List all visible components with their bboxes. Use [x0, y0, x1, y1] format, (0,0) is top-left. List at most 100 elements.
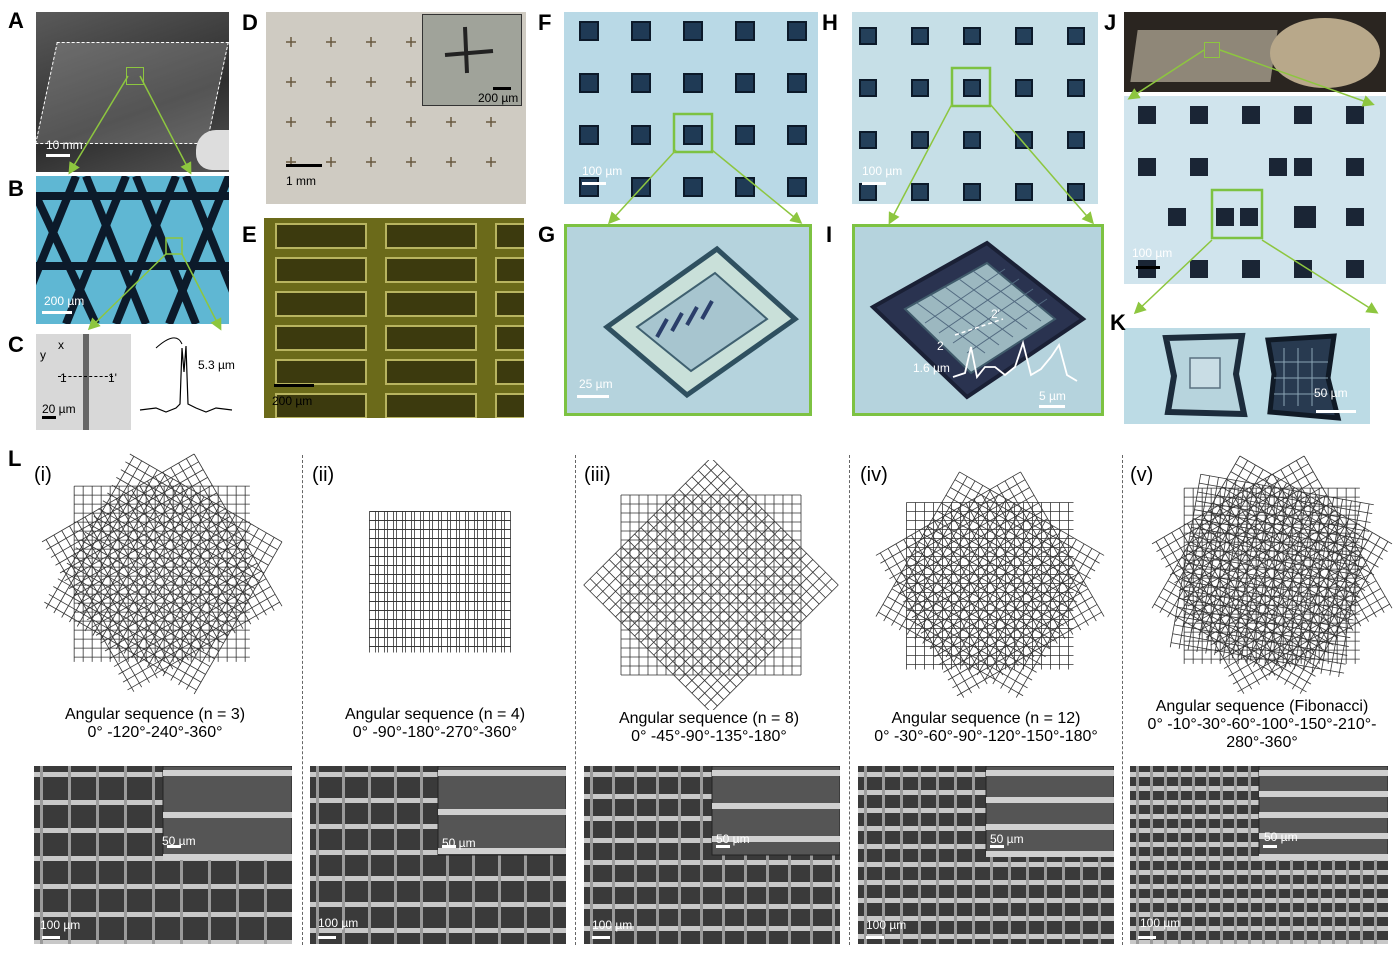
caption-v-line3: 280°-360°	[1226, 734, 1298, 751]
label-a: A	[8, 8, 24, 33]
sem-iv	[858, 766, 1114, 944]
scale-bar-d-inset: 200 µm	[478, 91, 519, 105]
scale-bar-e: 200 µm	[272, 394, 313, 408]
label-d: D	[242, 10, 258, 35]
squares-k	[1162, 332, 1342, 421]
scale-bar-liv-inset: 50 µm	[990, 832, 1024, 846]
label-j: J	[1104, 10, 1117, 35]
roman-iii: (iii)	[584, 464, 611, 486]
lattice-i	[41, 453, 283, 695]
zoom-box-j	[1204, 42, 1220, 58]
mark-2p: 2'	[991, 307, 1000, 321]
axis-y: y	[40, 348, 46, 362]
caption-ii-line2: 0° -90°-180°-270°-360°	[352, 724, 518, 741]
panel-b-micrograph: 200 µm	[36, 176, 229, 324]
label-k: K	[1110, 310, 1126, 335]
scale-bar-h: 100 µm	[862, 164, 903, 178]
glove	[196, 130, 229, 170]
label-h: H	[822, 10, 838, 35]
grid-e	[275, 223, 524, 418]
sem-v	[1130, 766, 1388, 944]
scale-bar-d: 1 mm	[286, 174, 316, 188]
caption-i-line1: Angular sequence (n = 3)	[64, 706, 246, 723]
diamond-i	[869, 240, 1087, 400]
roman-v: (v)	[1130, 464, 1154, 486]
scale-bar-c: 20 µm	[42, 402, 76, 416]
caption-ii-line1: Angular sequence (n = 4)	[344, 706, 526, 723]
panel-a-photo: 10 mm	[36, 12, 229, 172]
caption-v-line2: 0° -10°-30°-60°-100°-150°-210°-	[1147, 716, 1377, 733]
mark-1: 1	[60, 371, 67, 385]
sem-iii	[584, 766, 840, 944]
mark-2: 2	[937, 339, 944, 353]
scale-bar-lii: 100 µm	[318, 916, 359, 930]
scale-bar-g: 25 µm	[579, 377, 613, 391]
scale-bar-b: 200 µm	[44, 294, 85, 308]
divider-2	[575, 455, 576, 945]
scale-bar-f: 100 µm	[582, 164, 623, 178]
scale-bar-j: 100 µm	[1132, 246, 1173, 260]
label-g: G	[538, 222, 556, 247]
fiber-image: x y 1 1' 20 µm	[36, 334, 131, 430]
lattice-b	[36, 176, 229, 324]
panel-j-micrograph: 100 µm	[1124, 96, 1386, 284]
label-f: F	[538, 10, 552, 35]
caption-iii-line2: 0° -45°-90°-135°-180°	[631, 728, 787, 745]
cross-pattern-d	[286, 37, 496, 167]
label-l: L	[8, 446, 22, 471]
caption-i-line2: 0° -120°-240°-360°	[87, 724, 223, 741]
sem-i	[34, 766, 292, 944]
caption-iv-line2: 0° -30°-60°-90°-120°-150°-180°	[874, 728, 1098, 745]
coin-j	[1270, 18, 1380, 88]
scale-bar-li: 100 µm	[40, 918, 81, 932]
panel-j-photo	[1124, 12, 1386, 92]
divider-4	[1122, 455, 1123, 945]
label-c: C	[8, 332, 24, 357]
panel-e-micrograph: 200 µm	[264, 218, 524, 418]
width-i: 1.6 µm	[913, 361, 950, 375]
label-i: I	[826, 222, 833, 247]
diamond-g	[602, 245, 800, 399]
lattice-ii	[369, 511, 511, 653]
sem-ii	[310, 766, 566, 944]
caption-v: Angular sequence (Fibonacci) 0° -10°-30°…	[1132, 698, 1392, 752]
panel-h-micrograph: 100 µm	[852, 12, 1098, 204]
divider-1	[302, 455, 303, 945]
lattice-iv	[875, 471, 1105, 698]
caption-iv-line1: Angular sequence (n = 12)	[891, 710, 1081, 727]
inset-d: 200 µm	[422, 14, 522, 106]
scale-bar-liii-inset: 50 µm	[716, 832, 750, 846]
squares-j	[1138, 106, 1364, 278]
label-e: E	[242, 222, 257, 247]
caption-v-line1: Angular sequence (Fibonacci)	[1155, 698, 1369, 715]
caption-iii-line1: Angular sequence (n = 8)	[618, 710, 800, 727]
caption-i: Angular sequence (n = 3) 0° -120°-240°-3…	[30, 706, 280, 742]
scale-bar-i: 5 µm	[1039, 389, 1066, 403]
scale-bar-k: 50 µm	[1314, 386, 1348, 400]
scale-bar-liii: 100 µm	[592, 918, 633, 932]
roman-i: (i)	[34, 464, 52, 486]
lattice-iii	[583, 460, 839, 710]
lattice-v	[1151, 455, 1393, 694]
label-b: B	[8, 176, 24, 201]
panel-g-micrograph: 25 µm	[564, 224, 812, 416]
roman-iv: (iv)	[860, 464, 888, 486]
scale-bar-liv: 100 µm	[866, 918, 907, 932]
caption-iii: Angular sequence (n = 8) 0° -45°-90°-135…	[584, 710, 834, 746]
axis-x: x	[58, 338, 64, 352]
scale-bar-li-inset: 50 µm	[162, 834, 196, 848]
scale-bar-lv: 100 µm	[1140, 916, 1181, 930]
scale-bar-a: 10 mm	[46, 138, 83, 152]
scale-bar-lv-inset: 50 µm	[1264, 830, 1298, 844]
panel-k-micrograph: 50 µm	[1124, 328, 1370, 424]
roman-ii: (ii)	[312, 464, 335, 486]
mark-1p: 1'	[108, 371, 117, 385]
profile-plot-c	[139, 337, 233, 413]
zoom-box	[126, 67, 144, 85]
caption-ii: Angular sequence (n = 4) 0° -90°-180°-27…	[310, 706, 560, 742]
width-c: 5.3 µm	[198, 358, 235, 372]
panel-i-micrograph: 2 2' 1.6 µm 5 µm	[852, 224, 1104, 416]
panel-c: x y 1 1' 20 µm 5.3 µm	[36, 334, 236, 430]
caption-iv: Angular sequence (n = 12) 0° -30°-60°-90…	[858, 710, 1114, 746]
